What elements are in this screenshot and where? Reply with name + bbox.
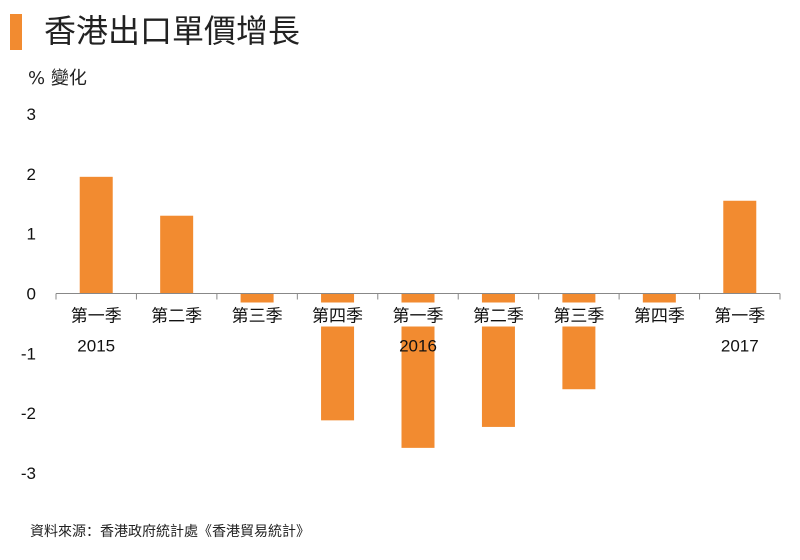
x-category-label: 第一季 <box>393 307 444 326</box>
category-label-bg <box>708 302 771 327</box>
y-tick-label: -2 <box>21 404 36 423</box>
y-tick-label: 2 <box>27 165 36 184</box>
x-year-label: 2015 <box>77 337 115 356</box>
x-category-label: 第四季 <box>634 307 685 326</box>
x-category-label: 第三季 <box>553 307 604 326</box>
category-label-bg <box>145 302 208 327</box>
x-category-label: 第二季 <box>151 307 202 326</box>
y-tick-label: -1 <box>21 344 36 363</box>
category-label-bg <box>65 302 128 327</box>
bar <box>160 215 194 294</box>
x-year-label: 2016 <box>399 337 437 356</box>
bar <box>79 176 113 294</box>
category-label-bg <box>306 302 369 327</box>
x-category-label: 第四季 <box>312 307 363 326</box>
x-category-label: 第一季 <box>714 307 765 326</box>
x-year-label: 2017 <box>721 337 759 356</box>
y-tick-label: 3 <box>27 105 36 124</box>
category-label-bg <box>547 302 610 327</box>
x-category-label: 第三季 <box>232 307 283 326</box>
title-accent-bar <box>10 14 22 50</box>
y-tick-label: -3 <box>21 464 36 483</box>
x-category-label: 第二季 <box>473 307 524 326</box>
y-tick-label: 1 <box>27 225 36 244</box>
x-category-label: 第一季 <box>71 307 122 326</box>
category-label-bg <box>387 302 449 327</box>
category-label-bg <box>226 302 289 327</box>
source-note: 資料來源：香港政府統計處《香港貿易統計》 <box>30 524 310 540</box>
y-axis-unit-label: % 變化 <box>28 68 87 89</box>
chart-title: 香港出口單價增長 <box>44 12 301 50</box>
bar <box>723 200 757 294</box>
category-label-bg <box>628 302 691 327</box>
y-tick-label: 0 <box>27 285 36 304</box>
category-label-bg <box>467 302 530 327</box>
